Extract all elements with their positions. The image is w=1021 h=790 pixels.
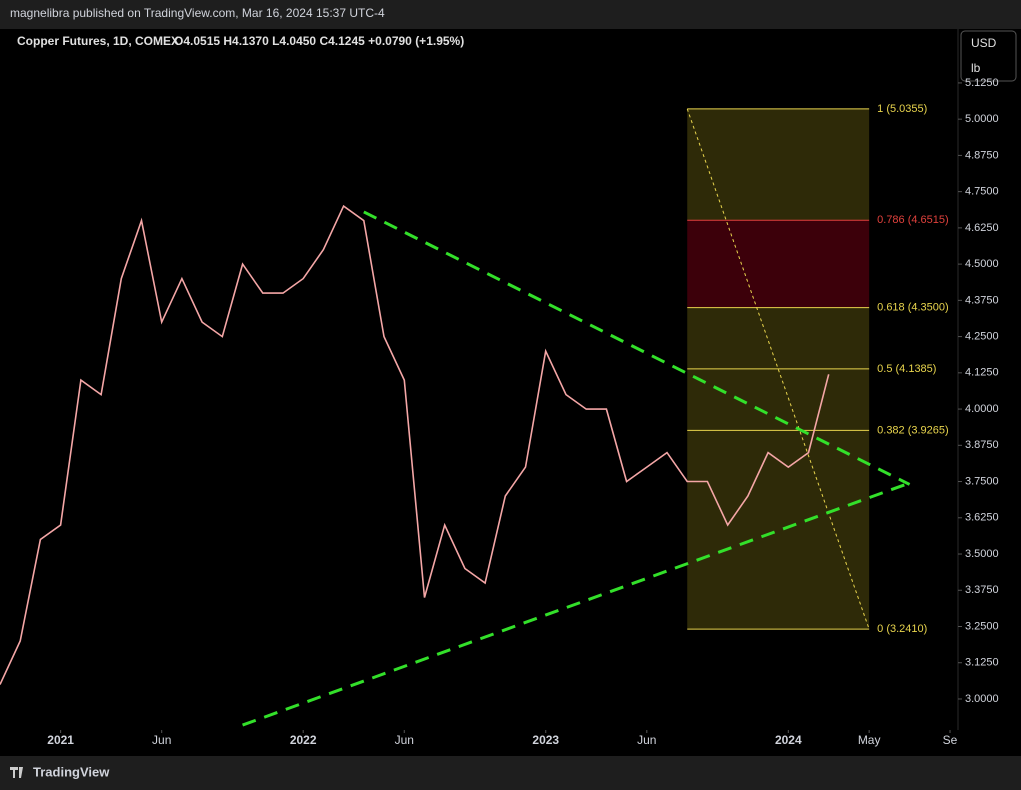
x-tick-label: 2023 bbox=[532, 733, 559, 747]
x-tick-label: May bbox=[858, 733, 881, 747]
currency: USD bbox=[971, 36, 997, 50]
plot-area bbox=[0, 29, 1021, 756]
x-tick-label: 2022 bbox=[290, 733, 317, 747]
x-tick-label: Jun bbox=[637, 733, 656, 747]
y-tick-label: 5.1250 bbox=[965, 77, 999, 89]
trendline bbox=[242, 481, 911, 727]
y-tick-label: 4.2500 bbox=[965, 330, 999, 342]
brand-logo bbox=[10, 767, 23, 778]
unit: lb bbox=[971, 61, 981, 75]
fib-label: 0 (3.2410) bbox=[877, 623, 927, 635]
fib-label: 0.382 (3.9265) bbox=[877, 424, 949, 436]
fib-trend bbox=[686, 108, 870, 630]
fib-zone bbox=[687, 368, 870, 431]
fib-label: 0.618 (4.3500) bbox=[877, 302, 949, 314]
y-tick-label: 3.5000 bbox=[965, 548, 999, 560]
y-tick-label: 3.6250 bbox=[965, 512, 999, 524]
y-tick-label: 4.0000 bbox=[965, 403, 999, 415]
y-tick-label: 4.8750 bbox=[965, 149, 999, 161]
y-tick-label: 3.0000 bbox=[965, 693, 999, 705]
y-tick-label: 4.3750 bbox=[965, 294, 999, 306]
brand: TradingView bbox=[33, 764, 110, 779]
y-tick-label: 3.2500 bbox=[965, 620, 999, 632]
publisher-line: magnelibra published on TradingView.com,… bbox=[10, 6, 385, 20]
x-tick-label: Jun bbox=[395, 733, 414, 747]
y-tick-label: 3.1250 bbox=[965, 657, 999, 669]
y-tick-label: 3.7500 bbox=[965, 475, 999, 487]
x-tick-label: 2021 bbox=[47, 733, 74, 747]
y-tick-label: 4.6250 bbox=[965, 222, 999, 234]
y-tick-label: 5.0000 bbox=[965, 113, 999, 125]
x-tick-label: Se bbox=[943, 733, 958, 747]
price-line bbox=[0, 204, 830, 685]
y-tick-label: 3.3750 bbox=[965, 584, 999, 596]
fib-label: 1 (5.0355) bbox=[877, 103, 927, 115]
y-tick-label: 4.7500 bbox=[965, 186, 999, 198]
fib-zone bbox=[687, 307, 870, 369]
y-tick-label: 4.5000 bbox=[965, 258, 999, 270]
fib-zone bbox=[687, 108, 870, 221]
y-tick-label: 3.8750 bbox=[965, 439, 999, 451]
currency-box[interactable] bbox=[960, 30, 1017, 82]
chart-title: Copper Futures, 1D, COMEX bbox=[17, 34, 179, 48]
fib-label: 0.5 (4.1385) bbox=[877, 363, 936, 375]
fib-zone bbox=[687, 430, 870, 630]
x-tick-label: 2024 bbox=[775, 733, 802, 747]
y-tick-label: 4.1250 bbox=[965, 367, 999, 379]
trendline bbox=[363, 210, 911, 486]
fib-zone bbox=[687, 220, 870, 308]
ohlc-text: O4.0515 H4.1370 L4.0450 C4.1245 +0.0790 … bbox=[174, 34, 464, 48]
fib-label: 0.786 (4.6515) bbox=[877, 214, 949, 226]
x-tick-label: Jun bbox=[152, 733, 171, 747]
